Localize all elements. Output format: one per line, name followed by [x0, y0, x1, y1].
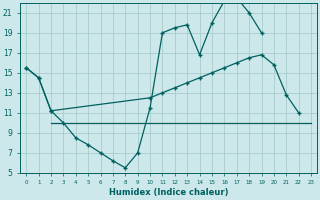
- X-axis label: Humidex (Indice chaleur): Humidex (Indice chaleur): [109, 188, 228, 197]
